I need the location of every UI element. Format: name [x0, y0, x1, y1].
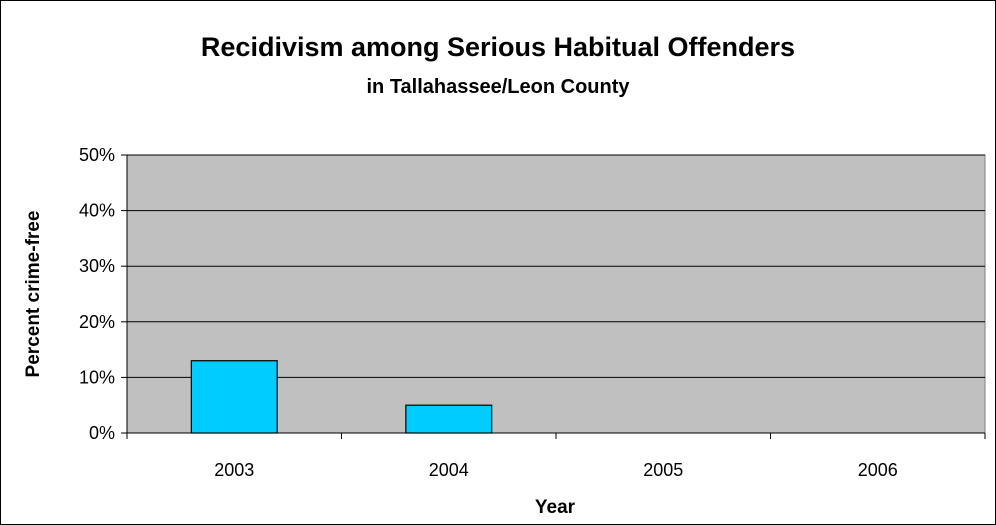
y-tick-label: 50% [79, 145, 115, 165]
x-tick-label: 2004 [429, 460, 469, 480]
y-tick-label: 20% [79, 312, 115, 332]
y-tick-label: 0% [89, 423, 115, 443]
bar-2003 [190, 360, 278, 434]
x-tick-label: 2006 [858, 460, 898, 480]
bar-2004 [405, 404, 493, 434]
y-axis-title: Percent crime-free [23, 211, 44, 378]
x-axis-title: Year [535, 497, 576, 518]
y-tick-labels: 0% 10% 20% 30% 40% 50% [79, 145, 115, 443]
bars [190, 360, 493, 434]
y-tick-label: 40% [79, 201, 115, 221]
x-tick-label: 2003 [214, 460, 254, 480]
chart-title: Recidivism among Serious Habitual Offend… [201, 32, 795, 62]
y-tick-label: 30% [79, 256, 115, 276]
x-tick-label: 2005 [643, 460, 683, 480]
chart-subtitle: in Tallahassee/Leon County [366, 76, 630, 98]
y-tick-label: 10% [79, 367, 115, 387]
axes [121, 154, 986, 439]
x-tick-labels: 2003 2004 2005 2006 [214, 460, 898, 480]
